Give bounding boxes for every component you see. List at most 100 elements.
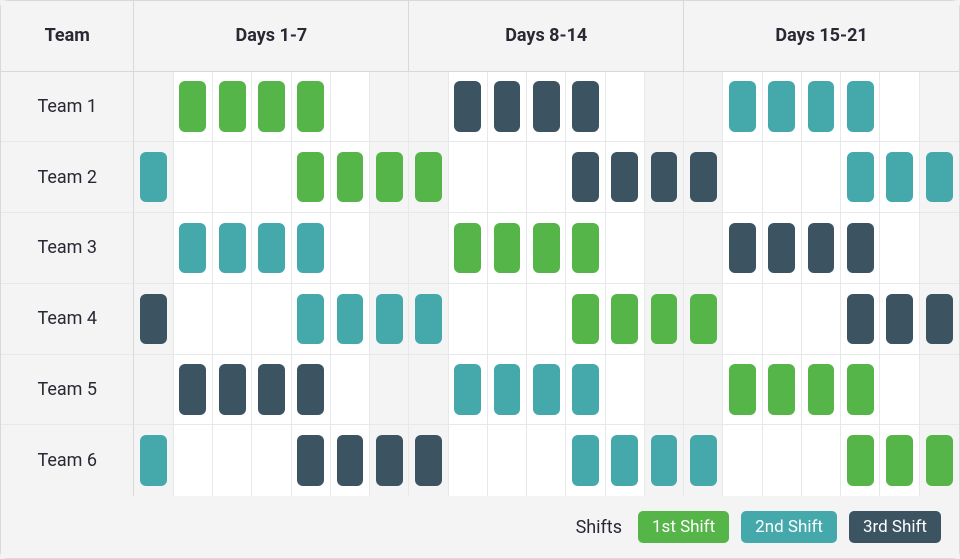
shift-block-shift1 — [415, 152, 442, 202]
shift-block-shift1 — [533, 223, 560, 273]
shift-block-shift2 — [651, 435, 678, 486]
cell — [920, 355, 959, 426]
cell — [370, 142, 409, 213]
cell — [409, 213, 448, 284]
shift-block-shift2 — [140, 152, 167, 202]
cell — [488, 72, 527, 143]
cell — [684, 425, 723, 496]
shift-block-shift2 — [768, 81, 795, 131]
cell — [409, 72, 448, 143]
cell — [134, 213, 173, 284]
cell — [880, 142, 919, 213]
cell — [566, 213, 605, 284]
cell — [134, 355, 173, 426]
header-week-1: Days 1-7 — [134, 1, 409, 72]
cell — [449, 355, 488, 426]
shift-block-shift3 — [533, 81, 560, 131]
shift-block-shift1 — [219, 81, 246, 131]
cell — [802, 72, 841, 143]
team-row-6: Team 6 — [1, 425, 134, 496]
cell — [606, 213, 645, 284]
cell — [723, 72, 762, 143]
cell — [880, 355, 919, 426]
shift-block-shift2 — [533, 364, 560, 414]
cell — [174, 72, 213, 143]
cell — [527, 425, 566, 496]
cell — [331, 213, 370, 284]
shift-block-shift1 — [886, 435, 913, 486]
cell — [409, 425, 448, 496]
cell — [213, 142, 252, 213]
shift-block-shift3 — [297, 435, 324, 486]
shift-block-shift3 — [494, 81, 521, 131]
team-row-5: Team 5 — [1, 355, 134, 426]
cell — [449, 425, 488, 496]
cell — [449, 72, 488, 143]
cell — [370, 425, 409, 496]
cell — [292, 284, 331, 355]
team-row-1: Team 1 — [1, 72, 134, 143]
cell — [213, 284, 252, 355]
cell — [684, 284, 723, 355]
shift-block-shift3 — [415, 435, 442, 486]
cell — [292, 425, 331, 496]
cell — [645, 72, 684, 143]
shift-block-shift3 — [179, 364, 206, 414]
cell — [213, 72, 252, 143]
cell — [527, 355, 566, 426]
shift-block-shift3 — [297, 364, 324, 414]
cell — [723, 425, 762, 496]
header-week-2: Days 8-14 — [409, 1, 684, 72]
cell — [488, 213, 527, 284]
cell — [252, 425, 291, 496]
shift-block-shift2 — [729, 81, 756, 131]
shift-block-shift2 — [494, 364, 521, 414]
team-row-2: Team 2 — [1, 142, 134, 213]
shift-block-shift3 — [768, 223, 795, 273]
cell — [566, 355, 605, 426]
cell — [409, 284, 448, 355]
shift-block-shift3 — [808, 223, 835, 273]
shift-block-shift1 — [729, 364, 756, 414]
cell — [566, 425, 605, 496]
shift-block-shift3 — [337, 435, 364, 486]
cell — [292, 72, 331, 143]
cell — [841, 284, 880, 355]
cell — [527, 284, 566, 355]
cell — [331, 284, 370, 355]
cell — [370, 355, 409, 426]
shift-block-shift2 — [808, 81, 835, 131]
shift-block-shift3 — [572, 152, 599, 202]
cell — [880, 72, 919, 143]
cell — [527, 142, 566, 213]
legend-label: Shifts — [576, 517, 622, 538]
cell — [488, 284, 527, 355]
cell — [723, 284, 762, 355]
cell — [645, 355, 684, 426]
cell — [331, 355, 370, 426]
cell — [920, 213, 959, 284]
shift-block-shift3 — [847, 223, 874, 273]
shift-block-shift1 — [258, 81, 285, 131]
cell — [802, 284, 841, 355]
cell — [370, 284, 409, 355]
shift-block-shift3 — [219, 364, 246, 414]
shift-block-shift1 — [572, 294, 599, 344]
cell — [606, 284, 645, 355]
shift-block-shift2 — [297, 294, 324, 344]
shift-block-shift2 — [219, 223, 246, 273]
cell — [331, 425, 370, 496]
cell — [174, 142, 213, 213]
cell — [880, 284, 919, 355]
cell — [920, 72, 959, 143]
cell — [370, 213, 409, 284]
shift-block-shift1 — [611, 294, 638, 344]
shift-block-shift2 — [337, 294, 364, 344]
cell — [723, 213, 762, 284]
shift-block-shift1 — [926, 435, 953, 486]
shift-block-shift2 — [376, 294, 403, 344]
cell — [292, 213, 331, 284]
legend: Shifts 1st Shift 2nd Shift 3rd Shift — [1, 496, 959, 558]
shift-block-shift3 — [651, 152, 678, 202]
cell — [920, 284, 959, 355]
